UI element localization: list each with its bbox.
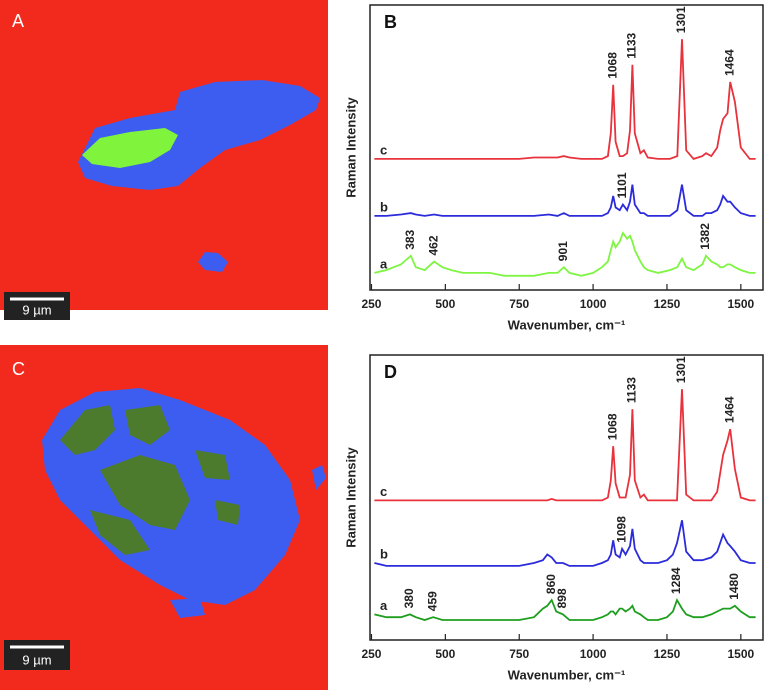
- x-tick-label: 500: [435, 647, 455, 661]
- peak-label: 860: [544, 574, 558, 594]
- x-tick-label: 250: [361, 647, 381, 661]
- series-label: c: [380, 142, 387, 157]
- panel-label: A: [12, 11, 24, 31]
- scale-label: 9 µm: [22, 302, 51, 317]
- image-panel-c: 9 µm C: [0, 345, 328, 690]
- scale-label: 9 µm: [22, 652, 51, 667]
- blue-region: [170, 465, 326, 618]
- y-axis-label: Raman Intensity: [343, 447, 358, 548]
- series-label: c: [380, 484, 387, 499]
- scale-bar-box: [4, 292, 70, 320]
- x-tick-label: 1000: [580, 647, 607, 661]
- peak-label: 1382: [698, 223, 712, 250]
- peak-label: 1068: [605, 413, 619, 440]
- peak-label: 462: [426, 235, 440, 255]
- scale-bar-box: [4, 640, 70, 670]
- spectrum: [374, 231, 756, 277]
- spectrum: [374, 184, 756, 217]
- peak-label: 459: [425, 591, 439, 611]
- x-tick-label: 1000: [580, 297, 607, 311]
- peak-label: 1480: [727, 573, 741, 600]
- plot-frame: [369, 4, 764, 291]
- x-tick-label: 750: [509, 647, 529, 661]
- peak-label: 901: [556, 241, 570, 261]
- peak-label: 1098: [614, 516, 628, 543]
- x-tick-label: 250: [361, 297, 381, 311]
- spectrum: [374, 520, 756, 567]
- plot-frame: [369, 354, 764, 641]
- spectrum: [374, 39, 756, 160]
- peak-label: 380: [402, 588, 416, 608]
- blue-region: [198, 252, 228, 272]
- green-region: [60, 405, 240, 555]
- peak-label: 1133: [625, 32, 639, 58]
- x-axis-label: Wavenumber, cm⁻¹: [508, 667, 626, 682]
- image-panel-a: 9 µm A: [0, 0, 328, 320]
- y-axis-label: Raman Intensity: [343, 97, 358, 198]
- series-label: a: [380, 256, 388, 271]
- panel-label: C: [12, 359, 25, 379]
- peak-label: 1301: [674, 6, 688, 33]
- x-tick-label: 1500: [727, 647, 754, 661]
- panel-title: D: [384, 362, 397, 382]
- peak-label: 1068: [605, 52, 619, 79]
- x-tick-label: 1250: [654, 647, 681, 661]
- peak-label: 1101: [615, 172, 629, 198]
- x-tick-label: 500: [435, 297, 455, 311]
- peak-label: 1301: [674, 356, 688, 383]
- x-tick-label: 750: [509, 297, 529, 311]
- peak-label: 1464: [722, 396, 736, 423]
- peak-label: 1133: [625, 377, 639, 403]
- x-axis-label: Wavenumber, cm⁻¹: [508, 317, 626, 332]
- green-region: [82, 128, 178, 168]
- spectrum: [374, 597, 756, 621]
- peak-label: 1464: [722, 49, 736, 76]
- peak-label: 1284: [669, 567, 683, 594]
- panel-title: B: [384, 12, 397, 32]
- peak-label: 898: [555, 588, 569, 608]
- x-tick-label: 1250: [654, 297, 681, 311]
- peak-label: 383: [403, 229, 417, 249]
- spectrum: [374, 389, 756, 502]
- series-label: b: [380, 199, 388, 214]
- x-tick-label: 1500: [727, 297, 754, 311]
- series-label: a: [380, 598, 388, 613]
- series-label: b: [380, 546, 388, 561]
